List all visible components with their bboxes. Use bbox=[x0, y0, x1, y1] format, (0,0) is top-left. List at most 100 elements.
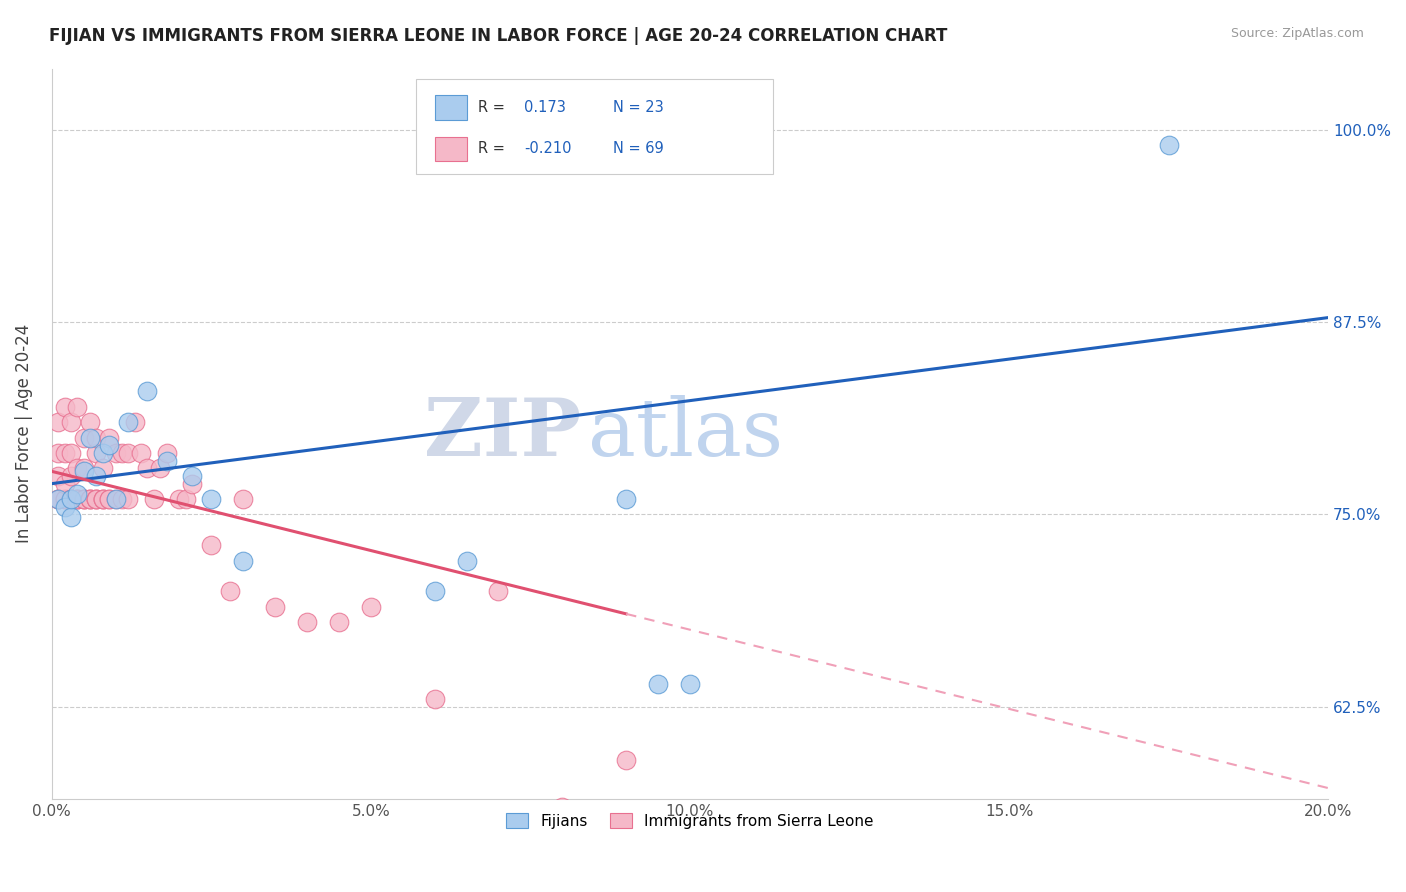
Point bbox=[614, 753, 637, 767]
Point bbox=[86, 491, 108, 506]
Point bbox=[79, 491, 101, 506]
Text: 0.173: 0.173 bbox=[524, 100, 565, 115]
Point bbox=[104, 491, 127, 506]
Point bbox=[488, 584, 510, 599]
Point bbox=[98, 430, 121, 444]
Point bbox=[46, 446, 69, 460]
Point bbox=[111, 491, 134, 506]
Point bbox=[117, 415, 139, 429]
Text: Source: ZipAtlas.com: Source: ZipAtlas.com bbox=[1230, 27, 1364, 40]
Point bbox=[98, 438, 121, 452]
Text: N = 69: N = 69 bbox=[613, 141, 664, 156]
Point bbox=[59, 510, 82, 524]
Point bbox=[46, 491, 69, 506]
Point bbox=[91, 491, 114, 506]
Point bbox=[91, 491, 114, 506]
Point bbox=[456, 553, 478, 567]
Point bbox=[264, 599, 287, 614]
Point bbox=[79, 415, 101, 429]
Point bbox=[156, 453, 179, 467]
Point bbox=[679, 676, 702, 690]
Point bbox=[53, 446, 76, 460]
Point bbox=[169, 491, 191, 506]
Point bbox=[328, 615, 350, 629]
Point bbox=[66, 491, 89, 506]
Point bbox=[156, 446, 179, 460]
Text: R =: R = bbox=[478, 141, 505, 156]
Point bbox=[73, 491, 96, 506]
Point bbox=[46, 415, 69, 429]
Point bbox=[53, 500, 76, 514]
Point bbox=[200, 491, 222, 506]
Point bbox=[46, 491, 69, 506]
Point bbox=[59, 491, 82, 506]
Point bbox=[59, 491, 82, 506]
Point bbox=[73, 464, 96, 478]
Point bbox=[1157, 138, 1180, 153]
Point bbox=[79, 491, 101, 506]
Point bbox=[79, 430, 101, 444]
Text: N = 23: N = 23 bbox=[613, 100, 664, 115]
Point bbox=[73, 430, 96, 444]
Point bbox=[66, 400, 89, 414]
Point bbox=[136, 461, 159, 475]
Point bbox=[46, 469, 69, 483]
Point bbox=[53, 491, 76, 506]
Point bbox=[117, 491, 139, 506]
Point bbox=[181, 476, 204, 491]
Point bbox=[46, 491, 69, 506]
Point bbox=[295, 615, 318, 629]
Point bbox=[174, 491, 197, 506]
Point bbox=[59, 491, 82, 506]
Point bbox=[98, 491, 121, 506]
Point bbox=[360, 599, 382, 614]
Point bbox=[200, 538, 222, 552]
Point bbox=[66, 491, 89, 506]
Point bbox=[181, 469, 204, 483]
Point bbox=[551, 799, 574, 814]
Point bbox=[142, 491, 165, 506]
Point bbox=[647, 676, 669, 690]
Point bbox=[98, 491, 121, 506]
Point bbox=[219, 584, 242, 599]
Point bbox=[232, 553, 254, 567]
Point bbox=[86, 491, 108, 506]
Point bbox=[124, 415, 146, 429]
Point bbox=[59, 469, 82, 483]
Point bbox=[149, 461, 172, 475]
Point bbox=[66, 461, 89, 475]
Text: R =: R = bbox=[478, 100, 505, 115]
Point bbox=[53, 400, 76, 414]
Point bbox=[104, 446, 127, 460]
Point bbox=[104, 491, 127, 506]
Point bbox=[66, 487, 89, 501]
Point bbox=[59, 446, 82, 460]
Point bbox=[614, 491, 637, 506]
Point bbox=[423, 584, 446, 599]
Text: FIJIAN VS IMMIGRANTS FROM SIERRA LEONE IN LABOR FORCE | AGE 20-24 CORRELATION CH: FIJIAN VS IMMIGRANTS FROM SIERRA LEONE I… bbox=[49, 27, 948, 45]
Point bbox=[73, 491, 96, 506]
Point bbox=[423, 692, 446, 706]
Point bbox=[91, 491, 114, 506]
Point bbox=[111, 446, 134, 460]
Point bbox=[136, 384, 159, 399]
Point bbox=[46, 491, 69, 506]
Point bbox=[73, 491, 96, 506]
Point bbox=[232, 491, 254, 506]
Point bbox=[79, 491, 101, 506]
Point bbox=[59, 415, 82, 429]
Legend: Fijians, Immigrants from Sierra Leone: Fijians, Immigrants from Sierra Leone bbox=[501, 807, 880, 835]
Point bbox=[66, 491, 89, 506]
Text: atlas: atlas bbox=[588, 394, 783, 473]
Text: ZIP: ZIP bbox=[425, 394, 582, 473]
Point bbox=[86, 446, 108, 460]
FancyBboxPatch shape bbox=[434, 95, 467, 120]
Point bbox=[73, 461, 96, 475]
Text: -0.210: -0.210 bbox=[524, 141, 571, 156]
FancyBboxPatch shape bbox=[434, 136, 467, 161]
Point bbox=[86, 469, 108, 483]
Point bbox=[91, 461, 114, 475]
FancyBboxPatch shape bbox=[416, 79, 773, 175]
Point bbox=[117, 446, 139, 460]
Y-axis label: In Labor Force | Age 20-24: In Labor Force | Age 20-24 bbox=[15, 324, 32, 543]
